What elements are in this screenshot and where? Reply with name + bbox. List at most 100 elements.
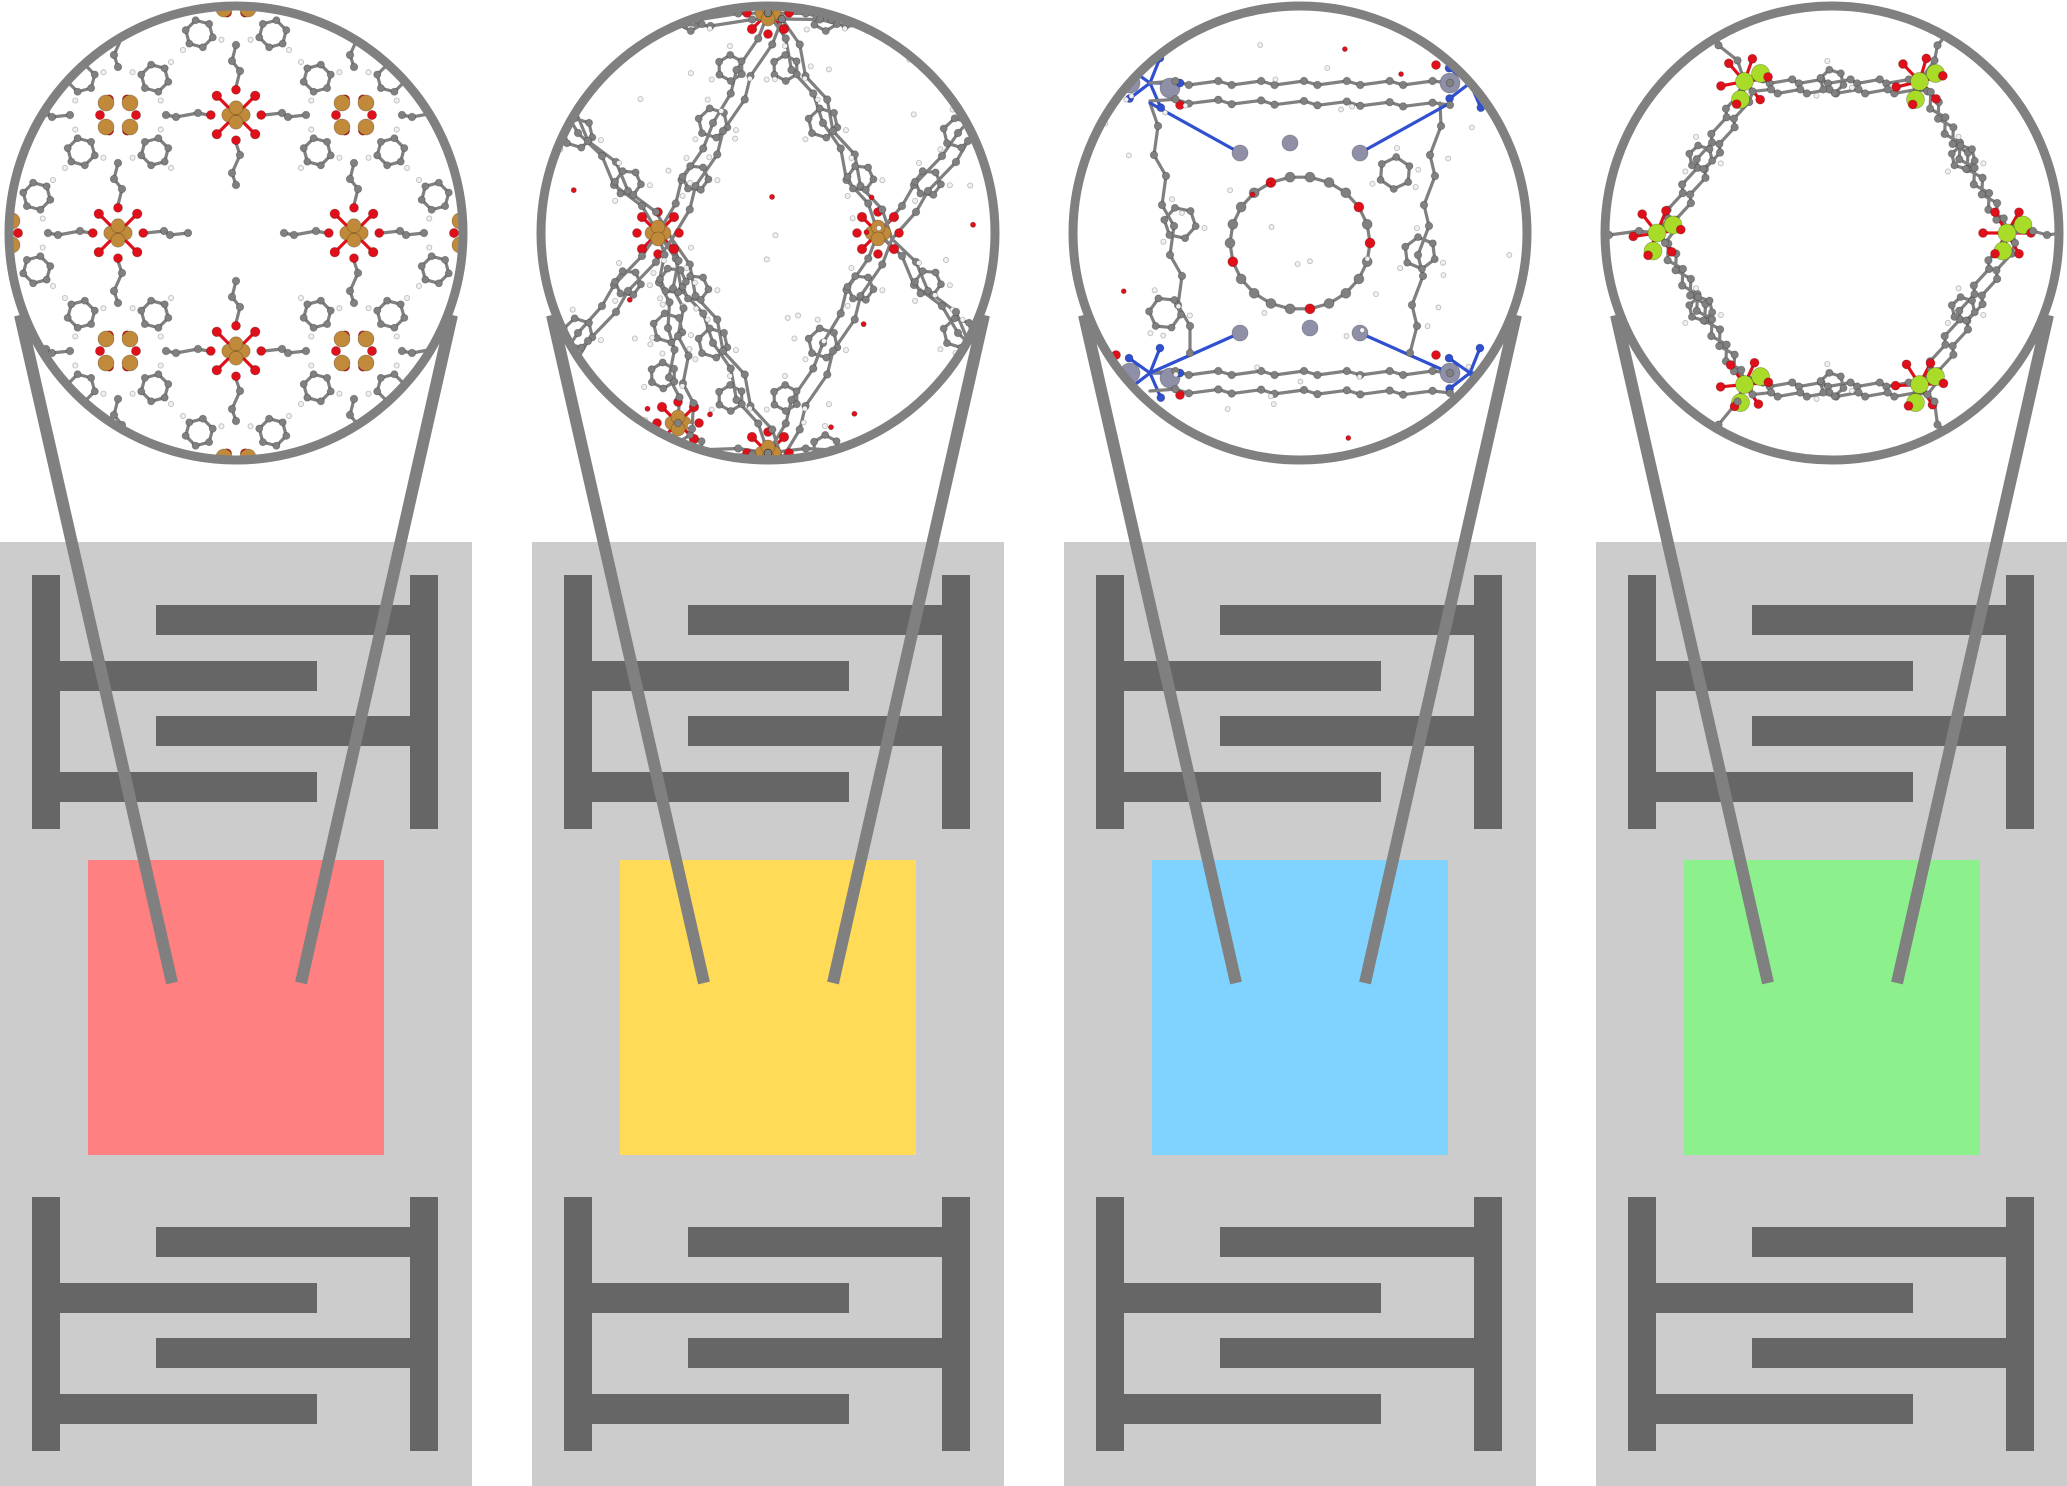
atom [777,14,787,24]
atom [250,326,261,338]
atom [179,47,186,54]
atom [1284,171,1296,183]
atom [1361,218,1373,230]
atom [46,262,55,271]
atom [417,262,426,271]
atom [258,19,267,28]
atom [1883,85,1892,94]
left-electrode-finger [564,1394,849,1424]
bond [693,152,719,188]
atom [1227,80,1236,90]
bond [1315,79,1349,87]
atom [205,438,214,447]
atom [1428,239,1437,248]
atom [140,137,149,146]
atom [611,277,620,286]
atom [1160,215,1169,224]
atom [390,370,399,379]
atom [129,154,136,161]
atom [1126,152,1132,159]
atom [809,364,818,373]
atom [1160,238,1167,245]
atom [573,328,583,338]
atom [1944,168,1951,175]
atom [942,339,951,348]
atom [1677,281,1687,290]
atom [674,256,683,265]
atom [1693,133,1700,140]
atom [247,423,254,430]
atom [1694,141,1703,150]
atom [671,199,680,208]
atom [1440,272,1447,279]
atom [637,251,647,261]
bond [821,121,843,151]
atom [299,144,308,153]
atom [297,58,304,65]
atom [1723,58,1734,69]
atom [771,76,778,83]
atom [897,201,907,211]
atom [823,95,832,104]
atom [878,205,887,214]
atom [1170,203,1179,212]
atom [365,390,372,397]
bond [1187,369,1220,377]
atom [692,136,699,143]
atom [1425,150,1435,160]
atom [1634,226,1644,236]
atom [726,373,733,380]
atom [658,358,667,367]
atom [748,450,757,456]
bond [674,178,684,206]
atom [72,333,79,340]
device-3 [1064,1,1536,1486]
bond [1152,153,1168,178]
bond [1863,390,1890,399]
bond [1884,77,1911,86]
atom [915,259,922,266]
atom [444,188,453,197]
bond [839,288,849,316]
atom [912,197,919,204]
atom [923,286,933,296]
atom [1393,145,1400,152]
top-interdigitated-electrode [32,575,438,829]
atom [1349,103,1356,110]
atom [316,161,325,170]
atom [769,193,776,200]
magnifier-line-left [546,313,710,985]
atom [87,320,96,329]
device-2 [532,1,1004,1486]
atom [1307,258,1313,265]
atom [383,161,392,170]
atom [1961,164,1970,173]
atom [211,326,223,338]
atom [1707,129,1716,139]
atom [651,207,661,217]
atom [93,247,105,258]
atom [1977,291,1987,300]
atom [1284,303,1296,315]
atom [349,298,359,308]
bottom-interdigitated-electrode [1628,1197,2034,1451]
atom [770,387,779,396]
atom [1182,102,1189,109]
atom [299,77,308,86]
atom [303,157,312,166]
atom [140,320,149,329]
atom [659,301,666,308]
atom [615,259,622,266]
atom [87,228,98,238]
atom [931,268,940,277]
atom [1875,75,1884,84]
atom [1687,161,1696,170]
atom [1686,274,1696,284]
atom [427,205,436,214]
atom [1890,380,1901,391]
atom [1692,306,1701,315]
atom [1970,163,1979,173]
atom [692,356,699,363]
atom [1165,250,1175,260]
atom [746,23,758,35]
